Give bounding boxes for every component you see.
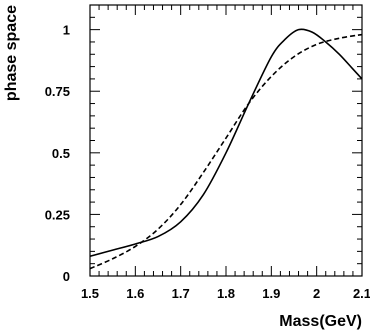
dashed-curve [89,33,363,270]
y-axis-title: phase space [3,5,20,101]
y-tick-label: 0 [63,269,70,284]
x-tick-label: 1.6 [126,286,144,301]
tick-labels: 1.5 1.6 1.7 1.8 1.9 2 2.1 0 0.25 0.5 0.75 1 [45,23,370,301]
x-axis-title: Mass(GeV) [279,313,362,330]
series-layer [89,28,363,270]
axis-ticks [89,4,363,277]
x-tick-label: 1.9 [262,286,280,301]
y-tick-label: 1 [63,23,70,38]
y-tick-label: 0.5 [52,146,70,161]
y-tick-label: 0.25 [45,207,70,222]
x-tick-label: 1.5 [81,286,99,301]
x-tick-label: 2 [313,286,320,301]
solid-curve [89,28,363,258]
x-tick-label: 1.7 [172,286,190,301]
y-tick-label: 0.75 [45,84,70,99]
x-tick-label: 2.1 [353,286,370,301]
plot-frame [89,4,363,277]
x-tick-label: 1.8 [217,286,235,301]
